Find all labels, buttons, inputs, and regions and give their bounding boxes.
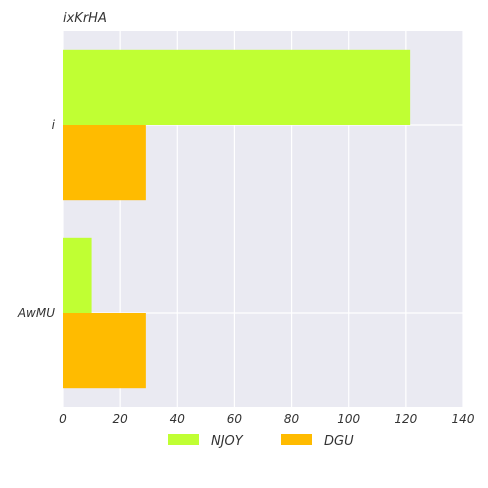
y-axis-ticks: i AwMU (17, 118, 56, 320)
legend-swatch-dgu (281, 434, 312, 445)
legend-label-njoy: NJOY (211, 434, 244, 449)
y-tick-label: AwMU (17, 306, 55, 320)
y-tick-label: i (52, 118, 56, 132)
x-tick-label: 140 (452, 412, 475, 426)
legend: NJOY DGU (168, 434, 354, 449)
chart-title: ixKrHA (63, 11, 107, 26)
x-tick-label: 0 (59, 412, 67, 426)
x-tick-label: 100 (337, 412, 360, 426)
x-axis-ticks: 0 20 40 60 80 100 120 140 (59, 412, 475, 426)
bar-njoy-awmu (63, 237, 92, 313)
bar-njoy-i (63, 49, 411, 125)
x-tick-label: 60 (227, 412, 243, 426)
bars (63, 49, 411, 389)
bar-dgu-awmu (63, 313, 146, 389)
bar-dgu-i (63, 125, 146, 201)
x-tick-label: 20 (113, 412, 129, 426)
legend-label-dgu: DGU (324, 434, 354, 449)
legend-swatch-njoy (168, 434, 199, 445)
x-tick-label: 80 (284, 412, 300, 426)
x-tick-label: 40 (170, 412, 186, 426)
x-tick-label: 120 (394, 412, 417, 426)
